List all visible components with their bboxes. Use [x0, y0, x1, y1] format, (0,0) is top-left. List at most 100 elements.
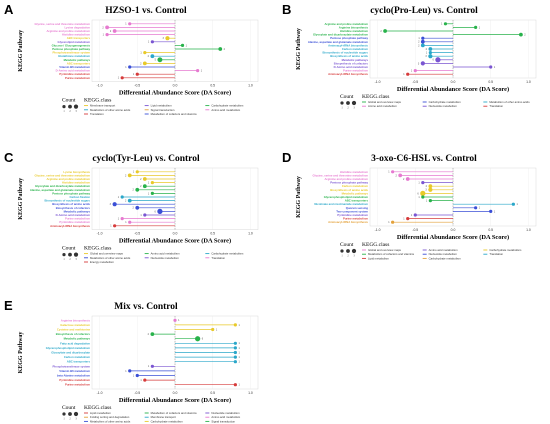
x-tick-label: 0.0	[451, 228, 456, 232]
legend-count-label: 2	[69, 110, 71, 113]
pathway-label: Arginine and proline metabolism	[46, 29, 90, 33]
count-label: 1	[238, 324, 240, 327]
pathway-label: Purine metabolism	[343, 69, 369, 73]
count-label: 2	[148, 55, 150, 58]
legend-class-label: Translation	[211, 256, 225, 260]
lollipop-point	[406, 72, 410, 76]
pathway-label: Aminoacyl-tRNA biosynthesis	[328, 72, 368, 76]
lollipop-point	[135, 170, 139, 174]
lollipop-point	[195, 336, 201, 342]
count-label: 2	[125, 174, 127, 177]
pathway-label: Arginine biosynthesis	[61, 318, 91, 322]
pathway-label: Glycine, serine and threonine metabolism	[35, 173, 91, 177]
legend-count-label: 3	[75, 110, 77, 113]
count-label: 1	[118, 196, 120, 199]
lollipop-point	[474, 25, 478, 29]
legend-class-label: Metabolism of cofactors and vitamins	[151, 112, 198, 116]
pathway-label: Galactose metabolism	[60, 323, 90, 327]
legend-class-label: Translation	[90, 112, 104, 116]
legend-class-label: Carbohydrate metabolism	[211, 252, 244, 256]
legend-class-label: Lipid metabolism	[368, 256, 390, 260]
pathway-label: Quorum sensing	[346, 206, 369, 210]
x-tick-label: -1.0	[97, 391, 103, 395]
count-label: 1	[103, 34, 105, 37]
pathway-label: Pyrimidine metabolism	[59, 378, 90, 382]
count-label: 2	[426, 185, 428, 188]
x-tick-label: 0.0	[173, 232, 178, 236]
count-label: 1	[388, 171, 390, 174]
lollipop-point	[173, 318, 177, 322]
x-tick-label: -0.5	[134, 391, 140, 395]
lollipop-point	[135, 72, 139, 76]
pathway-label: Biosynthesis of cofactors	[56, 206, 91, 210]
lollipop-point	[135, 187, 140, 192]
pathway-label: Metabolic pathways	[342, 191, 369, 195]
lollipop-point	[142, 177, 147, 181]
count-label: 2	[102, 26, 104, 29]
lollipop-point	[127, 173, 132, 178]
lollipop-point	[435, 57, 441, 63]
pathway-label: Lysine biosynthesis	[63, 170, 90, 174]
lollipop-point	[443, 22, 448, 26]
count-label: 2	[125, 200, 127, 203]
legend-count-dot	[351, 100, 357, 106]
legend-count-label: 1	[63, 258, 65, 261]
pathway-label: Arginine and proline metabolism	[324, 22, 368, 26]
lollipop-point	[211, 327, 215, 332]
count-label: 1	[140, 52, 142, 55]
pathway-label: Biosynthesis of amino acids	[330, 188, 368, 192]
legend-class-label: Signal transduction	[211, 419, 235, 423]
count-label: 1	[148, 365, 150, 368]
count-label: 1	[494, 210, 496, 213]
pathway-label: Fatty acid degradation	[60, 341, 90, 345]
legend-count-label: 1	[63, 418, 65, 421]
lollipop-point	[112, 202, 117, 207]
lollipop-point	[391, 170, 395, 174]
pathway-label: Biosynthesis of cofactors	[334, 61, 369, 65]
count-label: 5	[155, 59, 157, 62]
count-label: 1	[148, 182, 150, 185]
legend-count-dot	[73, 104, 79, 109]
legend-class-label: Global and overview maps	[368, 248, 402, 252]
count-label: 1	[479, 207, 481, 210]
pathway-label: Alanine, aspartate and glutamate metabol…	[308, 40, 369, 44]
legend-class-label: Metabolism of other amino acids	[90, 419, 131, 423]
lollipop-point	[233, 350, 237, 355]
legend-class-label: Translation	[489, 252, 503, 256]
x-tick-label: -0.5	[134, 84, 140, 88]
lollipop-point	[428, 51, 432, 55]
pathway-label: Pentose phosphate pathway	[330, 181, 368, 185]
pathway-label: Carbon fixation	[69, 195, 90, 199]
lollipop-point	[150, 364, 154, 368]
count-label: 1	[125, 23, 127, 26]
legend-class-label: Membrane transport	[151, 415, 176, 419]
pathway-label: Metabolic pathways	[64, 58, 91, 62]
lollipop-point	[489, 209, 493, 213]
count-label: 1	[178, 319, 180, 322]
legend-count-title: Count	[62, 98, 76, 104]
y-axis-title: KEGG Pathway	[296, 176, 302, 218]
count-label: 1	[118, 77, 120, 80]
lollipop-point	[105, 33, 109, 37]
x-tick-label: 0.0	[173, 84, 178, 88]
lollipop-point	[128, 369, 132, 373]
x-axis-title: Differential Abundance Score (DA Score)	[397, 234, 509, 241]
legend-class-label: Metabolism of other amino acids	[90, 108, 131, 112]
pathway-label: Purine metabolism	[65, 217, 91, 221]
lollipop-point	[474, 206, 478, 210]
pathway-label: ABC transporters	[67, 61, 91, 65]
count-label: 2	[418, 41, 420, 44]
lollipop-point	[391, 220, 395, 224]
count-label: 1	[118, 218, 120, 221]
count-label: 2	[224, 48, 226, 51]
lollipop-point	[142, 61, 147, 66]
legend-class-label: Amino acid metabolism	[211, 415, 241, 419]
lollipop-point	[150, 332, 155, 336]
legend-count-label: 2	[69, 418, 71, 421]
count-label: 3	[110, 203, 112, 206]
pathway-label: Vitamin B6 metabolism	[59, 65, 90, 69]
count-label: 1	[441, 23, 443, 26]
lollipop-point	[428, 187, 433, 192]
lollipop-point	[421, 181, 425, 185]
x-tick-label: -0.5	[412, 80, 418, 84]
